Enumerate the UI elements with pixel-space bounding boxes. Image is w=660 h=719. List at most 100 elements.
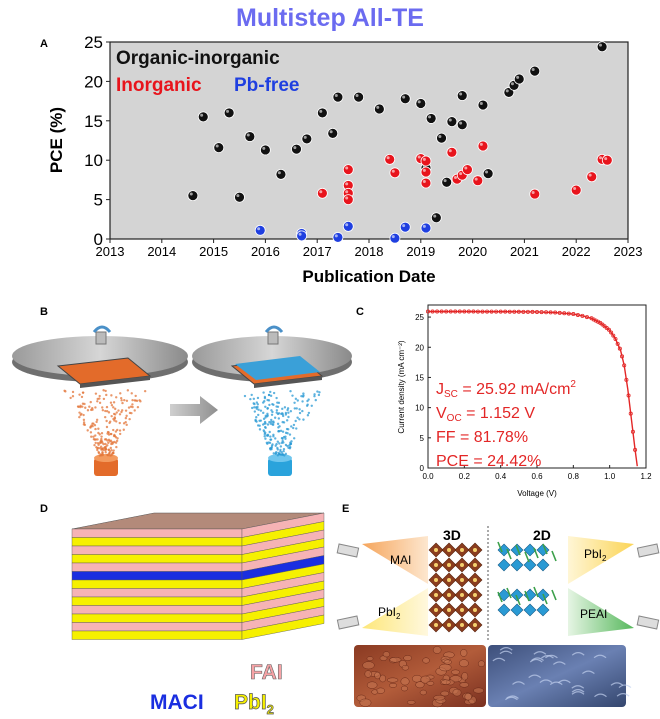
spray-particle — [95, 421, 97, 423]
scatter-point-highlight — [236, 194, 239, 197]
spray-particle — [300, 395, 302, 397]
spray-particle — [83, 419, 85, 421]
spray-particle — [306, 405, 308, 407]
spray-particle — [113, 401, 115, 403]
spray-particle — [94, 442, 96, 444]
spray-particle — [72, 391, 74, 393]
scatter-point-highlight — [599, 156, 602, 159]
spray-particle — [134, 409, 136, 411]
spray-particle — [283, 448, 285, 450]
stack-layer-front — [72, 606, 242, 615]
sem-grain — [407, 700, 415, 704]
spray-particle — [110, 447, 112, 449]
spray-particle — [318, 394, 320, 396]
spray-particle — [101, 406, 103, 408]
scatter-point-highlight — [376, 106, 379, 109]
spray-particle — [119, 413, 121, 415]
spray-particle — [120, 397, 122, 399]
octahedron-center — [473, 623, 477, 627]
spray-particle — [260, 409, 262, 411]
spray-particle — [280, 445, 282, 447]
spray-particle — [298, 408, 300, 410]
spray-particle — [286, 419, 288, 421]
scatter-point-highlight — [589, 174, 592, 177]
spray-particle — [101, 440, 103, 442]
sem-grain — [433, 646, 441, 653]
scatter-point-highlight — [345, 190, 348, 193]
octahedron-2d — [537, 559, 549, 571]
spray-particle — [88, 405, 90, 407]
spray-particle — [110, 402, 112, 404]
spray-particle — [106, 444, 108, 446]
spray-particle — [116, 440, 118, 442]
spray-particle — [100, 449, 102, 451]
spray-particle — [275, 443, 277, 445]
scatter-point-organic-inorganic — [483, 169, 493, 179]
spray-particle — [111, 441, 113, 443]
scatter-point-organic-inorganic — [333, 92, 343, 102]
spray-particle — [301, 410, 303, 412]
octahedron-2d — [524, 559, 536, 571]
octahedron-center — [447, 608, 451, 612]
scatter-point-pb-free — [333, 232, 343, 242]
spray-particle — [95, 392, 97, 394]
spray-particle — [268, 404, 270, 406]
spray-particle — [269, 391, 271, 393]
scatter-point-organic-inorganic — [260, 145, 270, 155]
sem-grain — [367, 682, 377, 689]
spray-particle — [278, 425, 280, 427]
scatter-point-inorganic — [587, 172, 597, 182]
sem-grain — [404, 655, 412, 660]
label-2d: 2D — [533, 527, 551, 543]
scatter-point-highlight — [459, 122, 462, 125]
jv-y-axis-label: Current density (mA cm⁻²) — [397, 340, 406, 433]
scatter-point-inorganic — [343, 195, 353, 205]
sem-grain — [423, 658, 430, 664]
spray-particle — [80, 413, 82, 415]
scatter-point-highlight — [335, 234, 338, 237]
scatter-point-organic-inorganic — [400, 94, 410, 104]
scatter-point-organic-inorganic — [317, 108, 327, 118]
scatter-point-inorganic — [421, 167, 431, 177]
spray-particle — [121, 402, 123, 404]
jv-x-tick-label: 0.2 — [459, 472, 471, 481]
spray-particle — [112, 406, 114, 408]
scatter-point-highlight — [532, 68, 535, 71]
jv-x-tick-label: 0.0 — [422, 472, 434, 481]
stack-layer-front — [72, 580, 242, 589]
spray-particle — [277, 448, 279, 450]
spray-particle — [271, 414, 273, 416]
scatter-point-organic-inorganic — [437, 133, 447, 143]
x-tick-label: 2023 — [614, 244, 643, 259]
scatter-point-highlight — [423, 158, 426, 161]
scatter-x-ticks: 2013 2014 2015 2016 2017 2018 2019 2020 2021 2022… — [96, 239, 643, 259]
spray-particle — [110, 415, 112, 417]
spray-particle — [96, 400, 98, 402]
organic-spacer — [552, 551, 556, 561]
spray-particle — [94, 438, 96, 440]
spray-particle — [295, 427, 297, 429]
spray-particle — [119, 433, 121, 435]
spray-particle — [126, 400, 128, 402]
spray-particle — [272, 421, 274, 423]
spray-particle — [96, 447, 98, 449]
spray-particle — [131, 392, 133, 394]
ff-annotation: FF = 81.78% — [436, 429, 528, 446]
jv-curve-chart: 0.0 0.2 0.4 0.6 0.8 1.0 1.2 0 5 10 15 20 25 Voltage… — [356, 292, 660, 502]
spray-particle — [128, 418, 130, 420]
octahedron-center — [460, 578, 464, 582]
spray-particle — [112, 429, 114, 431]
spray-particle — [272, 434, 274, 436]
octahedron-center — [447, 563, 451, 567]
spray-particle — [114, 408, 116, 410]
spray-particle — [121, 409, 123, 411]
spray-particle — [138, 399, 140, 401]
spray-particle — [78, 416, 80, 418]
scatter-point-pb-free — [255, 225, 265, 235]
scatter-point-organic-inorganic — [514, 74, 524, 84]
spray-particle — [123, 422, 125, 424]
label-3d: 3D — [443, 527, 461, 543]
scatter-point-highlight — [345, 167, 348, 170]
scatter-point-highlight — [345, 182, 348, 185]
spray-particle — [102, 389, 104, 391]
